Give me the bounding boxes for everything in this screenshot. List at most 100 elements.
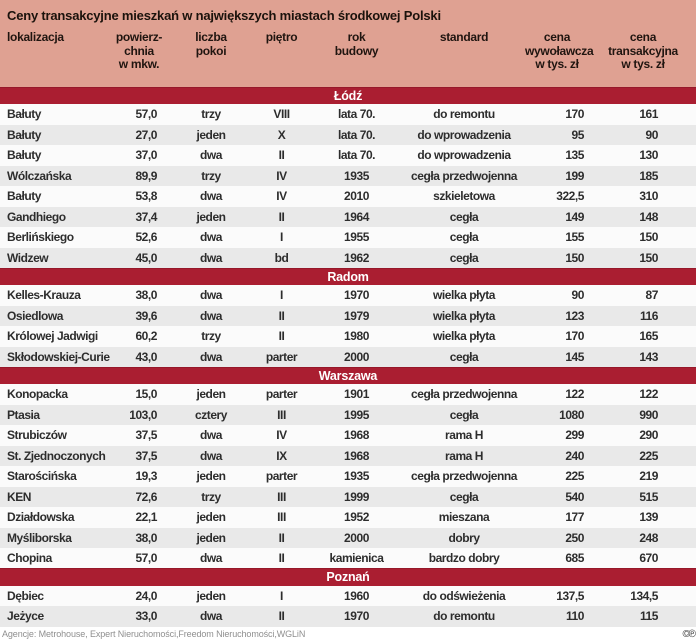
cell-powierzchnia: 38,0 [110, 285, 168, 306]
price-table-body: Łódź Bałuty 57,0 trzy VIII lata 70. do remontu… [0, 86, 696, 627]
cell-rok_budowy: lata 70. [309, 104, 404, 125]
section-row: Warszawa [0, 366, 696, 384]
cell-cena_transakcyjna: 219 [590, 466, 696, 487]
table-row: Działdowska 22,1 jeden III 1952 mieszana 177 13… [0, 507, 696, 528]
cell-pietro: III [254, 486, 309, 507]
cell-rok_budowy: 1968 [309, 425, 404, 446]
cell-cena_wywolawcza: 250 [524, 527, 590, 548]
cell-cena_transakcyjna: 87 [590, 285, 696, 306]
cell-cena_transakcyjna: 139 [590, 507, 696, 528]
cell-powierzchnia: 37,0 [110, 145, 168, 166]
cell-cena_wywolawcza: 145 [524, 346, 590, 367]
cell-liczba_pokoi: jeden [168, 585, 254, 606]
page-title: Ceny transakcyjne mieszkań w największyc… [0, 0, 696, 28]
cell-rok_budowy: 1955 [309, 227, 404, 248]
cell-cena_transakcyjna: 150 [590, 227, 696, 248]
cell-cena_wywolawcza: 177 [524, 507, 590, 528]
cell-cena_wywolawcza: 135 [524, 145, 590, 166]
table-row: Myśliborska 38,0 jeden II 2000 dobry 250 248 [0, 527, 696, 548]
cell-cena_transakcyjna: 122 [590, 384, 696, 405]
cell-liczba_pokoi: dwa [168, 346, 254, 367]
cell-rok_budowy: 1935 [309, 165, 404, 186]
cell-lokalizacja: Myśliborska [0, 527, 110, 548]
cell-liczba_pokoi: dwa [168, 227, 254, 248]
cell-cena_wywolawcza: 225 [524, 466, 590, 487]
table-row: Gandhiego 37,4 jeden II 1964 cegła 149 148 [0, 206, 696, 227]
cell-lokalizacja: Bałuty [0, 145, 110, 166]
cell-rok_budowy: 1960 [309, 585, 404, 606]
cell-powierzchnia: 57,0 [110, 548, 168, 569]
cell-powierzchnia: 72,6 [110, 486, 168, 507]
cell-liczba_pokoi: jeden [168, 466, 254, 487]
cell-cena_transakcyjna: 225 [590, 445, 696, 466]
cell-rok_budowy: lata 70. [309, 124, 404, 145]
cell-cena_wywolawcza: 155 [524, 227, 590, 248]
cell-cena_transakcyjna: 150 [590, 247, 696, 268]
cell-standard: bardzo dobry [404, 548, 524, 569]
cell-cena_wywolawcza: 95 [524, 124, 590, 145]
section-row: Poznań [0, 568, 696, 586]
section-row: Łódź [0, 86, 696, 104]
cell-cena_transakcyjna: 148 [590, 206, 696, 227]
column-header-cena_transakcyjna: cena transakcyjna w tys. zł [590, 28, 696, 87]
column-header-cena_wywolawcza: cena wywoławcza w tys. zł [524, 28, 594, 87]
table-row: Bałuty 37,0 dwa II lata 70. do wprowadzenia 13… [0, 145, 696, 166]
section-header-city: Radom [0, 267, 696, 285]
cell-pietro: bd [254, 247, 309, 268]
cell-rok_budowy: 2000 [309, 346, 404, 367]
table-row: Konopacka 15,0 jeden parter 1901 cegła przedw… [0, 384, 696, 405]
cell-lokalizacja: Konopacka [0, 384, 110, 405]
cell-liczba_pokoi: jeden [168, 384, 254, 405]
cell-cena_wywolawcza: 90 [524, 285, 590, 306]
cell-liczba_pokoi: dwa [168, 145, 254, 166]
table-row: Starościńska 19,3 jeden parter 1935 cegła prz… [0, 466, 696, 487]
cell-rok_budowy: kamienica [309, 548, 404, 569]
table-row: Berlińskiego 52,6 dwa I 1955 cegła 155 150 [0, 227, 696, 248]
cell-powierzchnia: 37,5 [110, 425, 168, 446]
cell-powierzchnia: 89,9 [110, 165, 168, 186]
cell-cena_wywolawcza: 170 [524, 326, 590, 347]
cell-liczba_pokoi: jeden [168, 206, 254, 227]
cell-liczba_pokoi: cztery [168, 404, 254, 425]
cell-standard: do remontu [404, 606, 524, 627]
cell-pietro: parter [254, 384, 309, 405]
cell-cena_transakcyjna: 134,5 [590, 585, 696, 606]
cell-lokalizacja: Dębiec [0, 585, 110, 606]
table-row: Osiedlowa 39,6 dwa II 1979 wielka płyta 123 116 [0, 305, 696, 326]
cell-standard: do wprowadzenia [404, 124, 524, 145]
cell-standard: cegła [404, 227, 524, 248]
cell-standard: cegła przedwojenna [404, 466, 524, 487]
cell-liczba_pokoi: dwa [168, 606, 254, 627]
cell-pietro: X [254, 124, 309, 145]
cell-pietro: II [254, 606, 309, 627]
cell-cena_transakcyjna: 90 [590, 124, 696, 145]
column-header-pietro: piętro [254, 28, 309, 87]
cell-cena_transakcyjna: 515 [590, 486, 696, 507]
cell-rok_budowy: lata 70. [309, 145, 404, 166]
cell-powierzchnia: 103,0 [110, 404, 168, 425]
cell-liczba_pokoi: trzy [168, 326, 254, 347]
section-row: Radom [0, 267, 696, 285]
cell-standard: rama H [404, 425, 524, 446]
cell-liczba_pokoi: dwa [168, 548, 254, 569]
cell-lokalizacja: Chopina [0, 548, 110, 569]
cell-lokalizacja: Osiedlowa [0, 305, 110, 326]
cell-lokalizacja: Strubiczów [0, 425, 110, 446]
column-header-lokalizacja: lokalizacja [0, 28, 110, 87]
cell-cena_wywolawcza: 110 [524, 606, 590, 627]
cell-rok_budowy: 1999 [309, 486, 404, 507]
cell-cena_transakcyjna: 161 [590, 104, 696, 125]
cell-lokalizacja: Bałuty [0, 104, 110, 125]
cell-pietro: IV [254, 425, 309, 446]
cell-standard: cegła przedwojenna [404, 384, 524, 405]
source-credits: Agencje: Metrohouse, Expert Nieruchomośc… [2, 629, 306, 640]
cell-standard: cegła przedwojenna [404, 165, 524, 186]
table-row: Kelles-Krauza 38,0 dwa I 1970 wielka płyta 90 8… [0, 285, 696, 306]
cell-lokalizacja: Wólczańska [0, 165, 110, 186]
cell-powierzchnia: 38,0 [110, 527, 168, 548]
cell-lokalizacja: Ptasia [0, 404, 110, 425]
cell-lokalizacja: KEN [0, 486, 110, 507]
cell-pietro: I [254, 585, 309, 606]
cell-cena_transakcyjna: 116 [590, 305, 696, 326]
table-row: Królowej Jadwigi 60,2 trzy II 1980 wielka pły… [0, 326, 696, 347]
